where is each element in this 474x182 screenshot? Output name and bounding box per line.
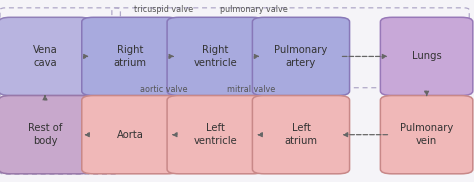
Text: Left
atrium: Left atrium <box>284 123 318 146</box>
Text: Vena
cava: Vena cava <box>33 45 57 68</box>
FancyBboxPatch shape <box>0 96 91 174</box>
Text: Right
atrium: Right atrium <box>114 45 147 68</box>
Text: pulmonary valve: pulmonary valve <box>220 5 287 13</box>
FancyBboxPatch shape <box>380 17 473 96</box>
Text: Right
ventricle: Right ventricle <box>194 45 237 68</box>
FancyBboxPatch shape <box>82 96 179 174</box>
Text: Rest of
body: Rest of body <box>28 123 62 146</box>
FancyBboxPatch shape <box>252 96 350 174</box>
Text: Aorta: Aorta <box>117 130 144 140</box>
Text: Left
ventricle: Left ventricle <box>194 123 237 146</box>
FancyBboxPatch shape <box>252 17 350 96</box>
FancyBboxPatch shape <box>82 17 179 96</box>
FancyBboxPatch shape <box>0 17 91 96</box>
Text: tricuspid valve: tricuspid valve <box>134 5 193 13</box>
Text: Pulmonary
artery: Pulmonary artery <box>274 45 328 68</box>
Text: Pulmonary
vein: Pulmonary vein <box>400 123 453 146</box>
FancyBboxPatch shape <box>380 96 473 174</box>
FancyBboxPatch shape <box>167 17 264 96</box>
FancyBboxPatch shape <box>167 96 264 174</box>
Text: aortic valve: aortic valve <box>140 85 187 94</box>
Text: Lungs: Lungs <box>412 52 441 61</box>
Text: mitral valve: mitral valve <box>227 85 275 94</box>
